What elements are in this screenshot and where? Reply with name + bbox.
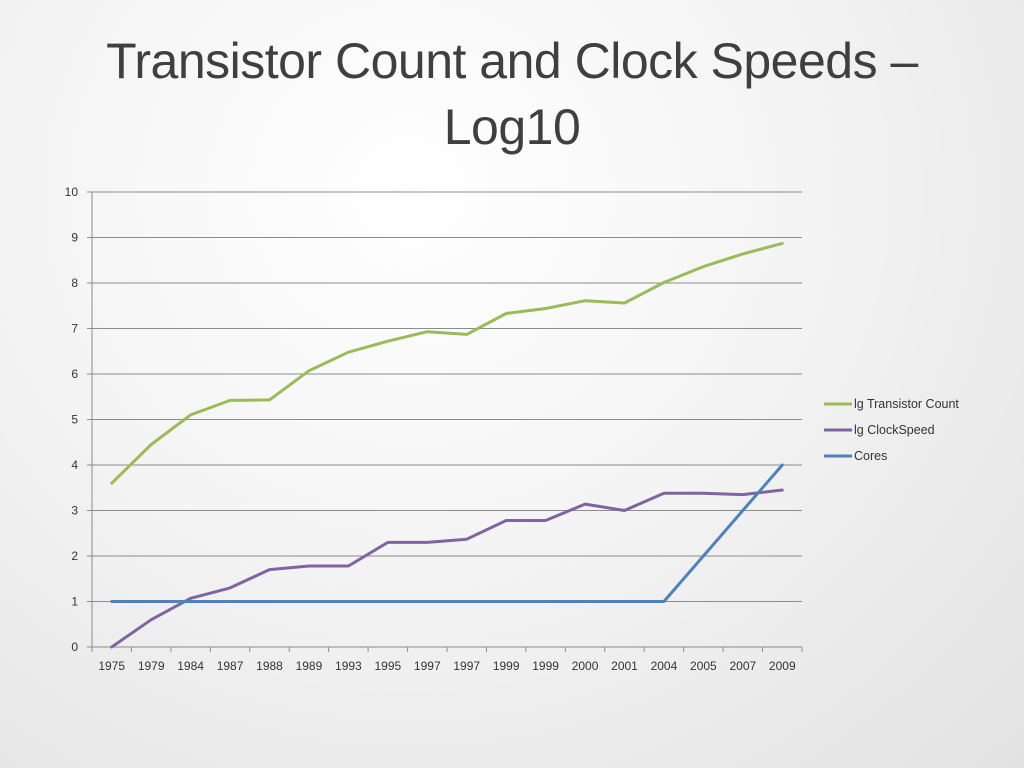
series-line-lg-clockspeed [110, 488, 784, 649]
y-tick-label: 2 [71, 549, 78, 563]
x-tick-label: 1999 [493, 659, 520, 673]
slide-title: Transistor Count and Clock Speeds – Log1… [0, 28, 1024, 160]
x-tick-label: 1997 [414, 659, 441, 673]
x-tick-label: 1993 [335, 659, 362, 673]
y-tick-label: 6 [71, 367, 78, 381]
y-tick-label: 5 [71, 413, 78, 427]
y-tick-label: 9 [71, 231, 78, 245]
y-tick-label: 4 [71, 458, 78, 472]
y-tick-label: 0 [71, 640, 78, 654]
legend-label: lg Transistor Count [854, 397, 959, 411]
x-tick-label: 1997 [453, 659, 480, 673]
series-line-lg-transistor-count [110, 241, 784, 485]
x-tick-label: 2000 [572, 659, 599, 673]
x-tick-label: 2007 [729, 659, 756, 673]
y-tick-label: 10 [65, 185, 79, 199]
x-tick-label: 1988 [256, 659, 283, 673]
x-tick-label: 1979 [138, 659, 165, 673]
legend-label: Cores [854, 449, 887, 463]
y-tick-label: 1 [71, 595, 78, 609]
slide-title-line-2: Log10 [443, 99, 581, 155]
x-tick-label: 1975 [98, 659, 125, 673]
x-tick-label: 1989 [296, 659, 323, 673]
y-tick-label: 3 [71, 504, 78, 518]
x-tick-label: 1984 [177, 659, 204, 673]
legend-label: lg ClockSpeed [854, 423, 935, 437]
x-tick-label: 1987 [217, 659, 244, 673]
x-tick-label: 1995 [374, 659, 401, 673]
y-tick-label: 7 [71, 322, 78, 336]
y-tick-label: 8 [71, 276, 78, 290]
x-tick-label: 2001 [611, 659, 638, 673]
x-tick-label: 2009 [769, 659, 796, 673]
x-tick-label: 1999 [532, 659, 559, 673]
slide-title-line-1: Transistor Count and Clock Speeds – [106, 33, 918, 89]
x-tick-label: 2004 [651, 659, 678, 673]
x-tick-label: 2005 [690, 659, 717, 673]
series-line-cores [110, 463, 784, 603]
